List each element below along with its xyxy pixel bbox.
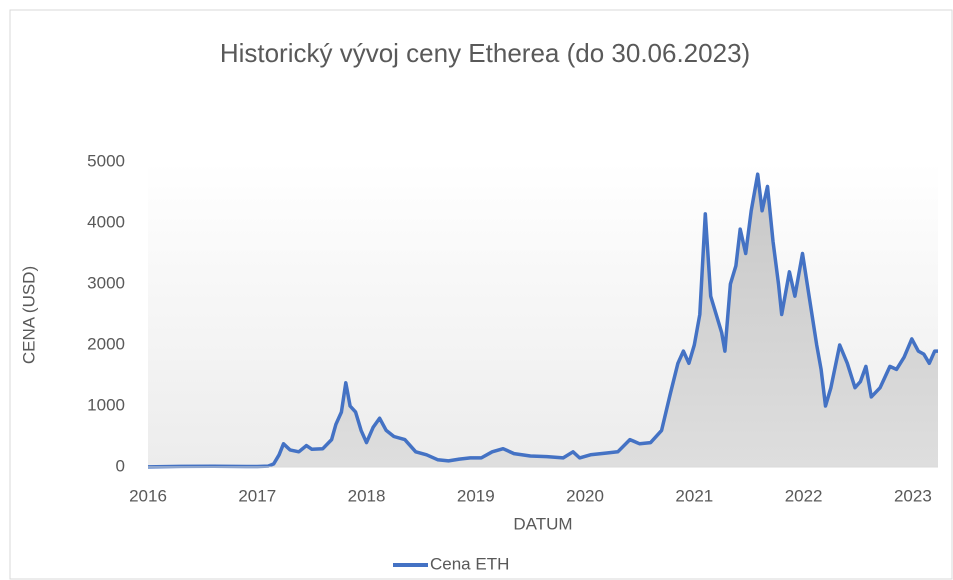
- y-axis-label: CENA (USD): [19, 266, 38, 364]
- x-tick-label: 2017: [238, 486, 276, 505]
- y-tick-label: 2000: [87, 334, 125, 353]
- chart-title: Historický vývoj ceny Etherea (do 30.06.…: [220, 38, 750, 68]
- y-tick-label: 0: [116, 456, 125, 475]
- x-tick-label: 2019: [457, 486, 495, 505]
- x-tick-label: 2022: [785, 486, 823, 505]
- x-tick-label: 2018: [348, 486, 386, 505]
- y-tick-label: 3000: [87, 273, 125, 292]
- x-tick-label: 2021: [675, 486, 713, 505]
- x-tick-label: 2023: [894, 486, 932, 505]
- y-tick-label: 4000: [87, 212, 125, 231]
- legend-label: Cena ETH: [430, 554, 509, 573]
- y-tick-label: 5000: [87, 151, 125, 170]
- x-tick-label: 2016: [129, 486, 167, 505]
- x-tick-label: 2020: [566, 486, 604, 505]
- y-tick-label: 1000: [87, 395, 125, 414]
- x-axis-label: DATUM: [513, 514, 572, 533]
- line: [147, 172, 938, 469]
